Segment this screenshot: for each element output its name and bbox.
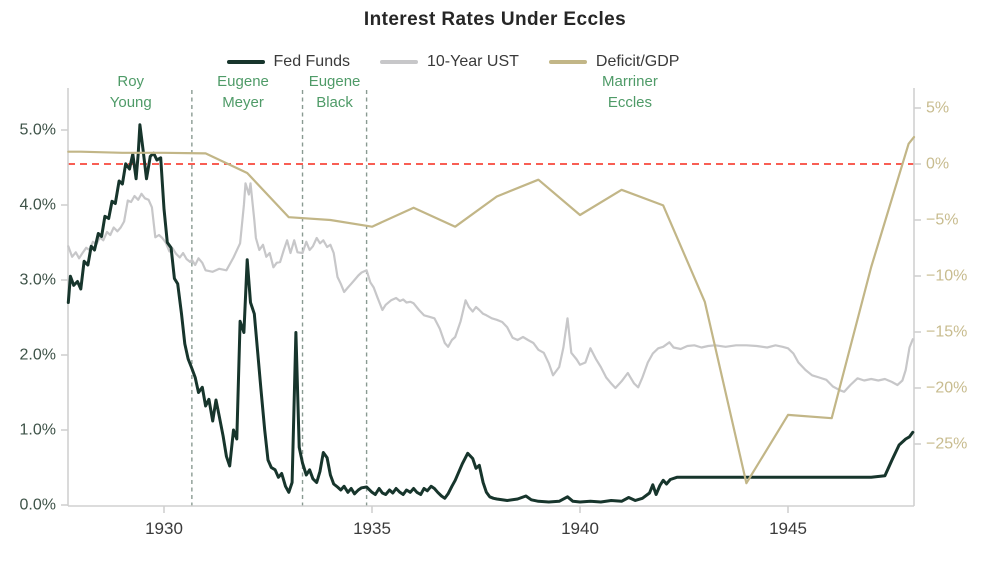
legend: Fed Funds 10-Year UST Deficit/GDP — [0, 53, 948, 71]
right-axis-tick-label: −15% — [926, 324, 967, 341]
annotation-eugene-meyer: Eugene Meyer — [217, 73, 269, 111]
x-axis-tick-label: 1945 — [769, 519, 807, 538]
annotation-marriner-eccles: Marriner Eccles — [601, 73, 658, 111]
legend-item-10-year-ust: 10-Year UST — [380, 53, 519, 71]
left-axis-tick-label: 2.0% — [20, 347, 56, 364]
deficit-gdp-line — [67, 136, 916, 485]
annotation-roy-young: Roy Young — [109, 73, 152, 111]
legend-label: Deficit/GDP — [595, 53, 680, 70]
right-axis-tick-label: −25% — [926, 436, 967, 453]
ten-year-ust-line — [67, 182, 914, 393]
x-axis-tick-label: 1940 — [561, 519, 599, 538]
legend-label: 10-Year UST — [427, 53, 519, 70]
right-axis-tick-label: −10% — [926, 268, 967, 285]
ust-swatch-icon — [380, 60, 418, 64]
right-axis-tick-label: 5% — [926, 100, 949, 117]
right-axis-tick-label: −5% — [926, 212, 958, 229]
legend-label: Fed Funds — [273, 53, 350, 70]
left-axis-tick-label: 5.0% — [20, 122, 56, 139]
right-axis-tick-label: −20% — [926, 380, 967, 397]
left-axis-tick-label: 4.0% — [20, 197, 56, 214]
right-axis-tick-label: 0% — [926, 156, 949, 173]
deficit-swatch-icon — [548, 60, 587, 64]
x-axis-tick-label: 1930 — [145, 519, 183, 538]
legend-item-fed-funds: Fed Funds — [226, 53, 350, 71]
x-axis-tick-label: 1935 — [353, 519, 391, 538]
chart-title: Interest Rates Under Eccles — [363, 9, 627, 30]
left-axis-tick-label: 3.0% — [20, 272, 56, 289]
fed-funds-swatch-icon — [226, 60, 265, 64]
left-axis-tick-label: 0.0% — [20, 497, 56, 514]
annotation-eugene-black: Eugene Black — [308, 73, 361, 111]
legend-item-deficit-gdp: Deficit/GDP — [548, 53, 680, 71]
fed-funds-line — [66, 123, 915, 504]
left-axis-tick-label: 1.0% — [20, 422, 56, 439]
